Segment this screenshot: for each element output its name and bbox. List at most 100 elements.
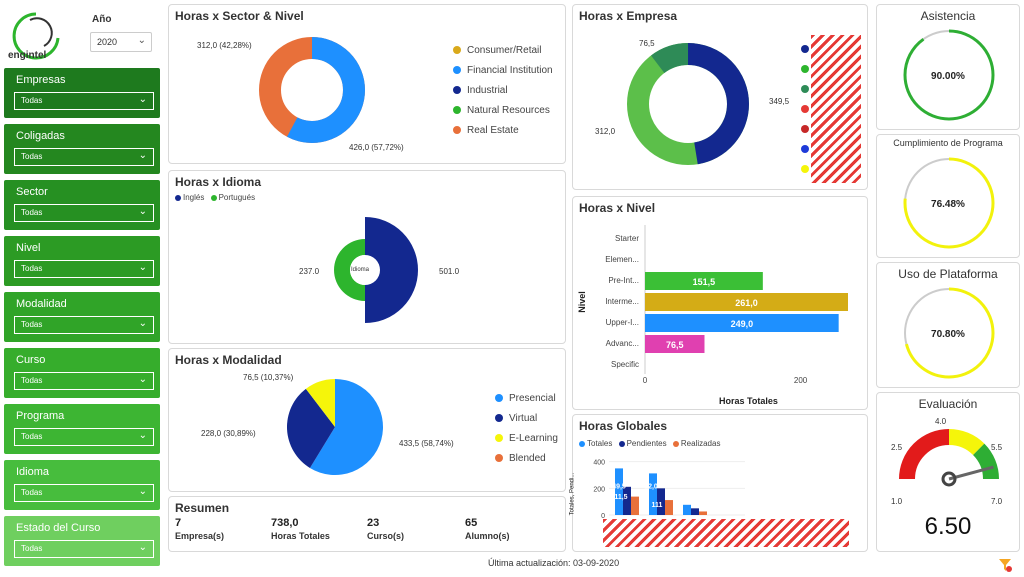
modalidad-label-top: 76,5 (10,37%): [243, 373, 294, 382]
slicer-dropdown[interactable]: Todas ⌄: [14, 316, 154, 334]
idioma-slice-portugues[interactable]: [334, 239, 365, 301]
modalidad-legend-item[interactable]: Presencial: [495, 393, 556, 404]
legend-dot-icon: [453, 126, 461, 135]
slicer-dropdown[interactable]: Todas ⌄: [14, 148, 154, 166]
idioma-card: Horas x Idioma Inglés Portugués Idioma 2…: [168, 170, 566, 344]
slicer-dropdown[interactable]: Todas ⌄: [14, 260, 154, 278]
resumen-item: 23 Curso(s): [367, 517, 404, 541]
nivel-tick-label: 0: [643, 376, 648, 385]
globales-bar[interactable]: [631, 496, 639, 515]
year-dropdown[interactable]: 2020 ⌄: [90, 32, 152, 52]
globales-bar[interactable]: [623, 486, 631, 515]
idioma-slice-ingles[interactable]: [365, 217, 418, 323]
chevron-down-icon: ⌄: [138, 486, 147, 497]
empresa-legend-dot-icon[interactable]: [801, 65, 809, 73]
cumplimiento-ring[interactable]: [901, 155, 997, 251]
globales-bar[interactable]: [657, 488, 665, 515]
globales-chart[interactable]: 400 200 0 49,5 211,5 12,0 111: [587, 455, 747, 525]
nivel-xlabel: Horas Totales: [719, 396, 778, 406]
globales-bar[interactable]: [649, 473, 657, 515]
nivel-chart[interactable]: Starter Elemen... Pre-Int... 151,5 Interme..…: [593, 225, 863, 385]
sector-legend-item[interactable]: Natural Resources: [453, 105, 550, 116]
slicer-value: Todas: [21, 376, 43, 385]
cumplimiento-ring-fill: [903, 157, 995, 249]
slicer-dropdown[interactable]: Todas ⌄: [14, 204, 154, 222]
globales-bar[interactable]: [691, 508, 699, 515]
nivel-bar-label: 76,5: [666, 340, 684, 350]
plataforma-card: Uso de Plataforma 70.80%: [876, 262, 1020, 388]
slicer-value: Todas: [21, 264, 43, 273]
asistencia-ring[interactable]: [901, 27, 997, 123]
plataforma-ring[interactable]: [901, 285, 997, 381]
logo-text: engintel: [8, 50, 47, 61]
sector-legend-item[interactable]: Consumer/Retail: [453, 45, 541, 56]
legend-dot-icon: [453, 46, 461, 55]
empresa-legend-dot-icon[interactable]: [801, 165, 809, 173]
modalidad-legend-item[interactable]: E-Learning: [495, 433, 558, 444]
chevron-down-icon: ⌄: [138, 94, 147, 105]
slicer-dropdown[interactable]: Todas ⌄: [14, 484, 154, 502]
modalidad-card: Horas x Modalidad 76,5 (10,37%) 228,0 (3…: [168, 348, 566, 492]
sector-legend-item[interactable]: Industrial: [453, 85, 508, 96]
modalidad-slice[interactable]: [309, 379, 383, 475]
globales-bar[interactable]: [615, 468, 623, 515]
globales-tick-label: 400: [593, 460, 605, 467]
modalidad-legend-item[interactable]: Blended: [495, 453, 546, 464]
empresa-legend-dot-icon[interactable]: [801, 125, 809, 133]
slicer-dropdown[interactable]: Todas ⌄: [14, 372, 154, 390]
slicer-dropdown[interactable]: Todas ⌄: [14, 428, 154, 446]
empresa-legend-dot-icon[interactable]: [801, 145, 809, 153]
modalidad-pie[interactable]: [285, 377, 385, 477]
plataforma-title: Uso de Plataforma: [898, 267, 998, 281]
sector-slice-financial[interactable]: [259, 37, 365, 143]
nivel-bar[interactable]: [645, 293, 848, 311]
resumen-title: Resumen: [175, 501, 230, 515]
nivel-bar[interactable]: [645, 314, 839, 332]
idioma-chart[interactable]: [329, 217, 429, 323]
slicer-label: Nivel: [16, 242, 41, 254]
sector-legend-item[interactable]: Financial Institution: [453, 65, 553, 76]
sector-donut[interactable]: [257, 35, 367, 145]
idioma-center-label: Idioma: [351, 267, 370, 273]
globales-bar[interactable]: [665, 500, 673, 515]
resumen-item: 738,0 Horas Totales: [271, 517, 330, 541]
globales-bar-label: 111: [652, 502, 663, 509]
nivel-bar[interactable]: [645, 335, 705, 353]
modalidad-title: Horas x Modalidad: [175, 353, 282, 367]
globales-bar[interactable]: [699, 511, 707, 515]
modalidad-slice[interactable]: [305, 379, 335, 427]
gauge-segment: [948, 429, 985, 456]
legend-dot-icon: [579, 440, 585, 447]
legend-dot-icon: [672, 440, 679, 447]
empresa-legend-dot-icon[interactable]: [801, 85, 809, 93]
slicer-dropdown[interactable]: Todas ⌄: [14, 540, 154, 558]
slicer-label: Empresas: [16, 74, 66, 86]
globales-bar[interactable]: [683, 504, 691, 515]
nivel-category-label: Starter: [615, 234, 639, 243]
empresa-legend-dot-icon[interactable]: [801, 45, 809, 53]
cumplimiento-title: Cumplimiento de Programa: [893, 138, 1003, 148]
globales-bar-label: 211,5: [610, 494, 627, 501]
legend-dot-icon: [495, 394, 503, 403]
nivel-bar[interactable]: [645, 272, 763, 290]
resumen-label: Curso(s): [367, 531, 405, 541]
sector-legend-label: Natural Resources: [467, 105, 550, 116]
chevron-down-icon: ⌄: [138, 262, 147, 273]
filter-icon[interactable]: [998, 558, 1012, 572]
sector-legend-item[interactable]: Real Estate: [453, 125, 519, 136]
globales-legend: Totales Pendientes Realizadas: [579, 439, 720, 448]
sector-label-b: 426,0 (57,72%): [349, 143, 404, 152]
empresa-donut[interactable]: [625, 41, 751, 167]
empresa-legend-dot-icon[interactable]: [801, 105, 809, 113]
slicer-dropdown[interactable]: Todas ⌄: [14, 92, 154, 110]
modalidad-slice[interactable]: [287, 388, 335, 468]
modalidad-label-left: 228,0 (30,89%): [201, 429, 256, 438]
evaluacion-gauge[interactable]: [887, 417, 1011, 507]
globales-tick-label: 200: [593, 486, 605, 493]
nivel-category-label: Upper-I...: [606, 318, 639, 327]
modalidad-legend-item[interactable]: Virtual: [495, 413, 537, 424]
eval-tick-4: 5.5: [991, 443, 1003, 452]
asistencia-ring-fill: [903, 29, 995, 121]
sector-label-a: 312,0 (42,28%): [197, 41, 252, 50]
slicer-label: Coligadas: [16, 130, 65, 142]
